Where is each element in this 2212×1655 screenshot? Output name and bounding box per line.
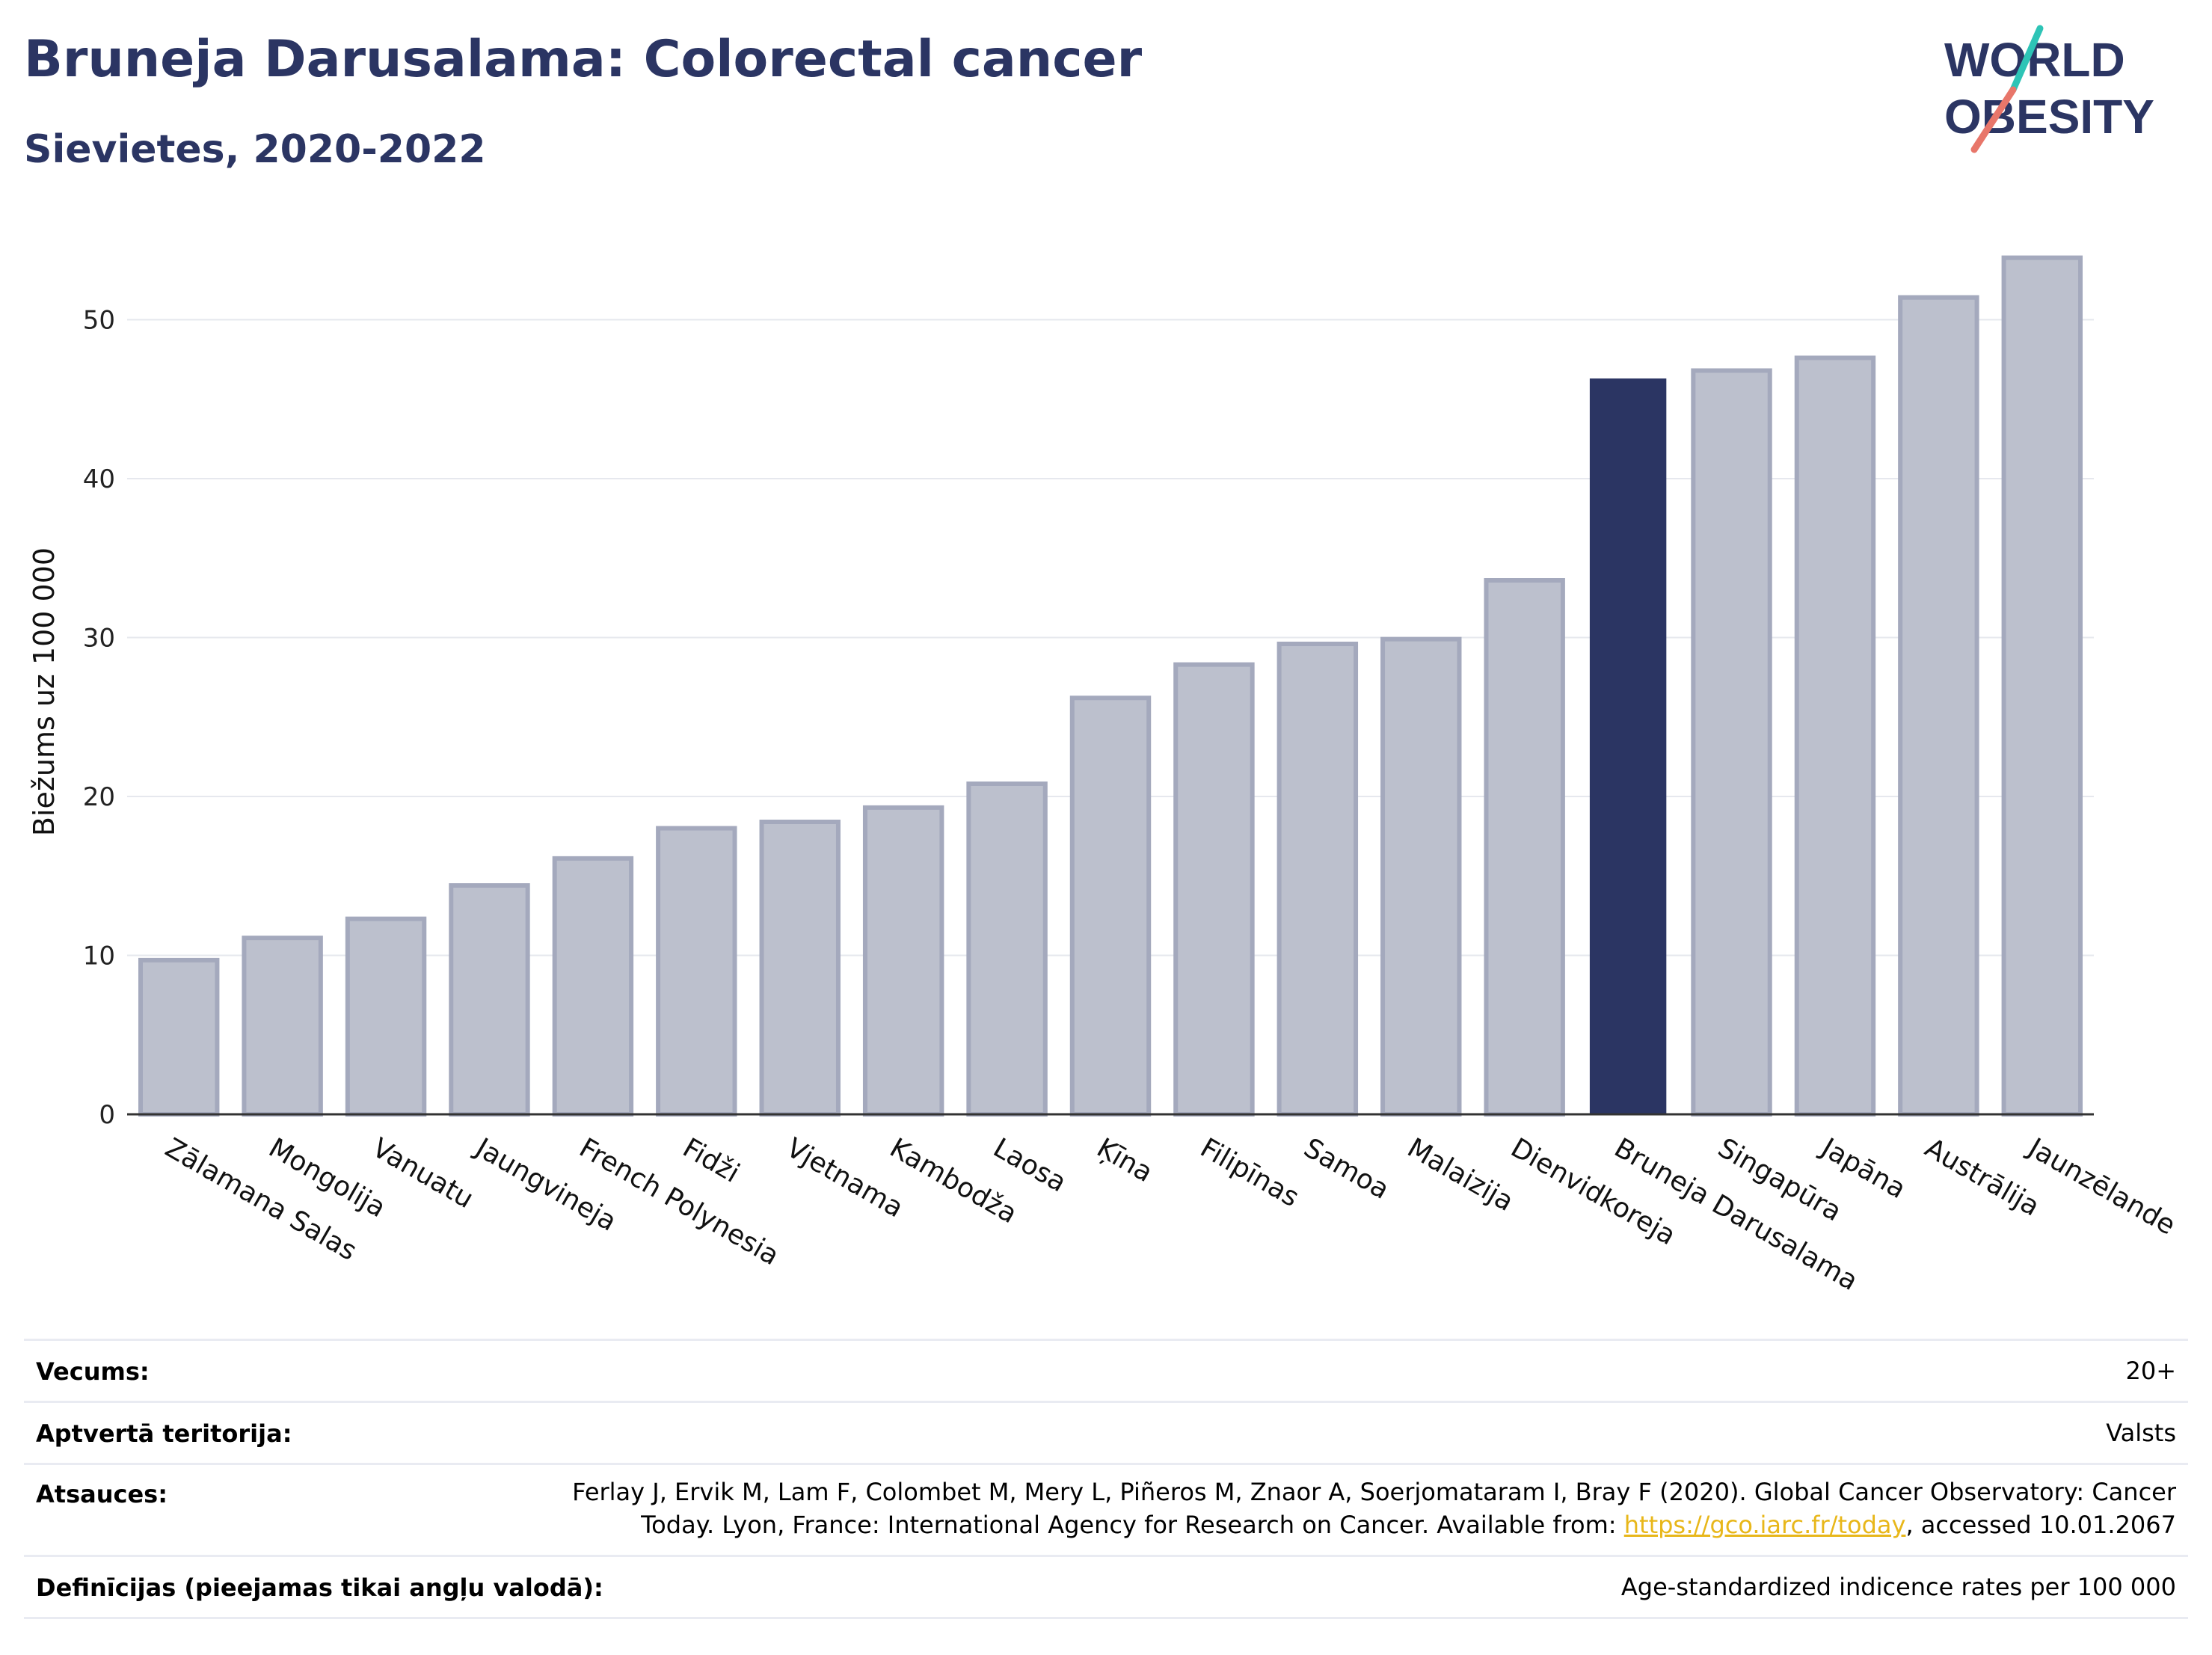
bar [1276,642,1359,1117]
x-axis-labels: Zālamana SalasMongolijaVanuatuJaungvinej… [160,1132,2181,1297]
x-tick-label: Ķīna [1092,1132,1158,1188]
y-tick-label: 10 [83,942,115,971]
y-axis-title: Biežums uz 100 000 [28,547,61,836]
bar [1691,368,1772,1117]
page-title: Bruneja Darusalama: Colorectal cancer [24,30,1143,89]
metadata-row-definitions: Definīcijas (pieejamas tikai angļu valod… [24,1557,2188,1619]
bar [1484,578,1565,1117]
bar [552,856,634,1117]
bar [1380,636,1462,1117]
x-tick-label: Jaunzēlande [2022,1132,2181,1241]
references-label: Atsauces: [36,1480,168,1508]
x-tick-label: Laosa [988,1132,1071,1198]
bar [138,957,220,1117]
y-axis-ticks: 0 10 20 30 40 50 [83,306,115,1131]
references-line2-suffix: , accessed 10.01.2067 [1905,1511,2176,1539]
metadata-row-coverage: Aptvertā teritorija: Valsts [24,1403,2188,1465]
x-tick-label: Zālamana Salas [160,1132,362,1266]
bars [138,255,2083,1117]
x-tick-label: Filipīnas [1195,1132,1304,1213]
y-tick-label: 30 [83,624,115,654]
logo-slash-bottom [1970,86,2017,153]
logo-line2: OBESITY [1944,90,2154,144]
age-label: Vecums: [36,1357,150,1386]
y-tick-label: 0 [99,1100,115,1130]
y-tick-label: 50 [83,306,115,336]
bar [242,936,323,1117]
definitions-label: Definīcijas (pieejamas tikai angļu valod… [36,1573,603,1602]
world-obesity-logo: WORLD OBESITY [1944,25,2154,153]
coverage-value: Valsts [2106,1419,2176,1447]
coverage-label: Aptvertā teritorija: [36,1419,292,1448]
bar-highlighted [1589,378,1667,1114]
bar [966,782,1048,1117]
bar-chart: 0 10 20 30 40 50 Zālamana SalasMongolijaVanua… [28,255,2181,1297]
metadata-row-references: Atsauces: Ferlay J, Ervik M, Lam F, Colo… [24,1465,2188,1557]
bar [449,883,530,1117]
x-tick-label: Vjetnama [781,1132,908,1223]
y-tick-label: 40 [83,464,115,494]
age-value: 20+ [2125,1357,2176,1385]
metadata-table: Vecums: 20+ Aptvertā teritorija: Valsts … [24,1339,2188,1625]
x-tick-label: Austrālija [1920,1132,2044,1222]
metadata-row-age: Vecums: 20+ [24,1341,2188,1403]
x-tick-label: Fidži [678,1132,745,1188]
bar [345,916,427,1117]
references-value: Ferlay J, Ervik M, Lam F, Colombet M, Me… [572,1476,2176,1541]
y-tick-label: 20 [83,782,115,812]
logo-slash-top [2009,25,2044,93]
bar [1794,355,1876,1117]
references-link[interactable]: https://gco.iarc.fr/today [1623,1511,1906,1539]
bar [1898,295,1979,1117]
bar [2001,255,2083,1117]
references-line2: Today. Lyon, France: International Agenc… [572,1508,2176,1541]
bar [1173,662,1255,1117]
bar [1069,696,1152,1117]
bar [759,820,841,1117]
x-tick-label: Malaizija [1402,1132,1519,1218]
x-tick-label: Samoa [1299,1132,1395,1206]
references-line1: Ferlay J, Ervik M, Lam F, Colombet M, Me… [572,1478,2176,1506]
page-subtitle: Sievietes, 2020-2022 [24,127,486,172]
references-line2-prefix: Today. Lyon, France: International Agenc… [641,1511,1624,1539]
bar [656,826,737,1117]
bar [862,805,944,1117]
definitions-value: Age-standardized indicence rates per 100… [1620,1573,2176,1601]
